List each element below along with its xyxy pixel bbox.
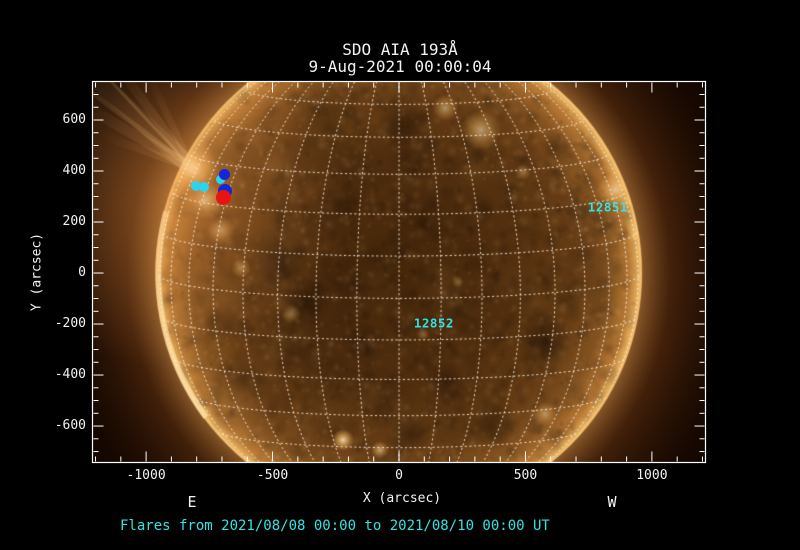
y-tick-label: 600 [62,112,86,127]
west-limb-label: W [607,493,617,511]
x-tick-label: -500 [256,468,289,483]
active-region-label: 12851 [587,199,628,215]
x-tick-label: 1000 [636,468,668,483]
image-timestamp: 9-Aug-2021 00:00:04 [308,57,492,76]
active-region-label: 12852 [413,315,454,331]
solar-disk-image [93,82,705,462]
x-tick-label: 500 [513,468,538,483]
solar-disk-plot-area: 12851 12852 [93,82,705,462]
x-axis-title: X (arcsec) [362,491,442,506]
y-tick-label: 400 [62,163,86,178]
image-title: SDO AIA 193Å [342,40,458,59]
y-tick-label: -400 [54,367,86,383]
flare-range-note: Flares from 2021/08/08 00:00 to 2021/08/… [120,518,550,534]
x-tick-label: -1000 [126,468,166,483]
y-tick-label: -600 [54,418,86,434]
x-tick-label: 0 [395,468,403,483]
y-tick-label: -200 [54,316,86,332]
east-limb-label: E [187,493,197,511]
y-tick-label: 200 [62,214,86,229]
y-tick-label: 0 [78,265,86,281]
y-axis-title: Y (arcsec) [29,232,45,312]
